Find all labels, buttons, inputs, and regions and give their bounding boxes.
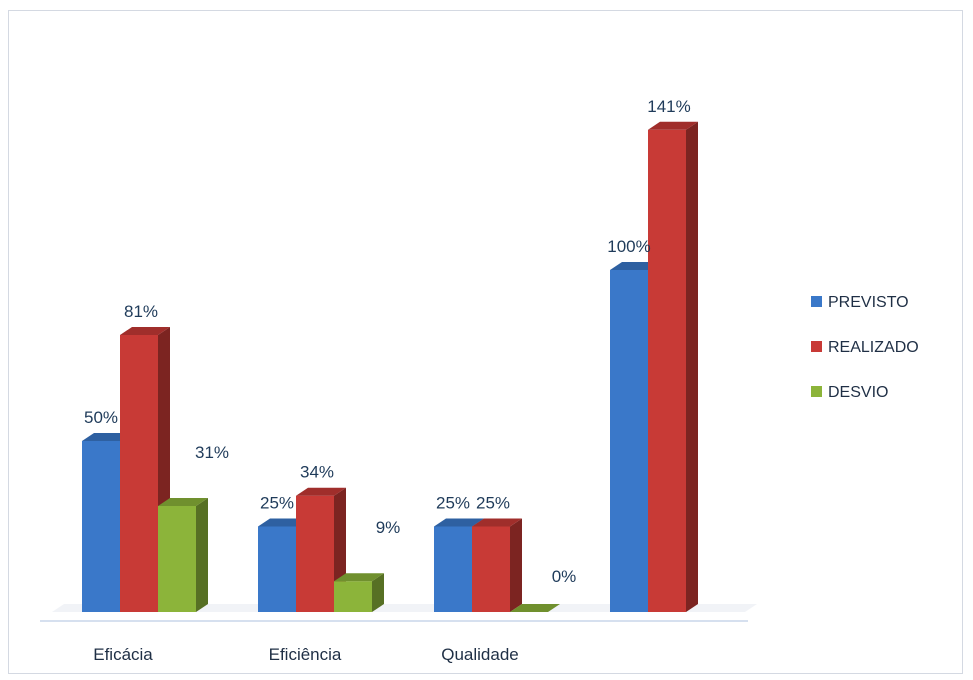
bar-front (648, 129, 686, 612)
bar-top (334, 573, 384, 582)
data-label-desvio-qualidade: 0% (552, 567, 577, 586)
bar-front (120, 334, 158, 612)
bar-top (296, 487, 346, 496)
bar-front (82, 441, 120, 612)
bar-desvio-eficacia (158, 497, 208, 612)
category-label-eficacia: Eficácia (93, 645, 153, 664)
data-labels-group: 50% 81% 31% 25% 34% 9% 25% 25% 0% 100% 141% (84, 97, 691, 586)
legend-swatch (811, 386, 822, 397)
data-label-realizado-eficiencia: 34% (300, 463, 334, 482)
legend-item-previsto: PREVISTO (811, 294, 909, 311)
data-label-desvio-eficiencia: 9% (376, 518, 401, 537)
bar-side (686, 121, 698, 612)
category-labels-group: Eficácia Eficiência Qualidade (93, 645, 519, 664)
legend: PREVISTO REALIZADO DESVIO (811, 294, 919, 401)
bar-realizado-qualidade (472, 518, 522, 612)
category-label-eficiencia: Eficiência (269, 645, 342, 664)
bar-front (334, 581, 372, 612)
bar-front (296, 495, 334, 612)
data-label-realizado-eficacia: 81% (124, 302, 158, 321)
legend-swatch (811, 341, 822, 352)
data-label-realizado-item-3: 141% (647, 97, 690, 116)
bar-side (372, 573, 384, 612)
legend-item-desvio: DESVIO (811, 384, 888, 401)
data-label-realizado-qualidade: 25% (476, 494, 510, 513)
floor-plane (52, 604, 757, 612)
bar-top (434, 518, 484, 527)
data-label-previsto-item-3: 100% (607, 237, 650, 256)
data-label-previsto-eficacia: 50% (84, 408, 118, 427)
bar-top (472, 518, 522, 527)
legend-swatch (811, 296, 822, 307)
bar-front (258, 526, 296, 612)
bar-top (158, 497, 208, 506)
bar-front (158, 505, 196, 612)
legend-label: PREVISTO (828, 294, 909, 311)
bar-top (648, 121, 698, 130)
legend-label: DESVIO (828, 384, 888, 401)
data-label-previsto-qualidade: 25% (436, 494, 470, 513)
bar-front (472, 526, 510, 612)
bar-top (510, 604, 560, 612)
data-label-desvio-eficacia: 31% (195, 443, 229, 462)
bar-side (510, 518, 522, 612)
bar-realizado-item-3 (648, 121, 698, 612)
bar-side (196, 497, 208, 612)
bar-top (610, 262, 660, 270)
bar-desvio-qualidade (510, 604, 560, 612)
bar-top (120, 326, 170, 335)
bar-front (434, 526, 472, 612)
bar-desvio-eficiencia (334, 573, 384, 612)
legend-item-realizado: REALIZADO (811, 339, 919, 356)
bar-top (82, 433, 132, 441)
bar-front (610, 270, 648, 612)
category-label-qualidade: Qualidade (441, 645, 519, 664)
bars-group (82, 121, 698, 612)
legend-label: REALIZADO (828, 339, 919, 356)
bar-top (258, 518, 308, 527)
chart-floor (40, 604, 757, 622)
data-label-previsto-eficiencia: 25% (260, 494, 294, 513)
